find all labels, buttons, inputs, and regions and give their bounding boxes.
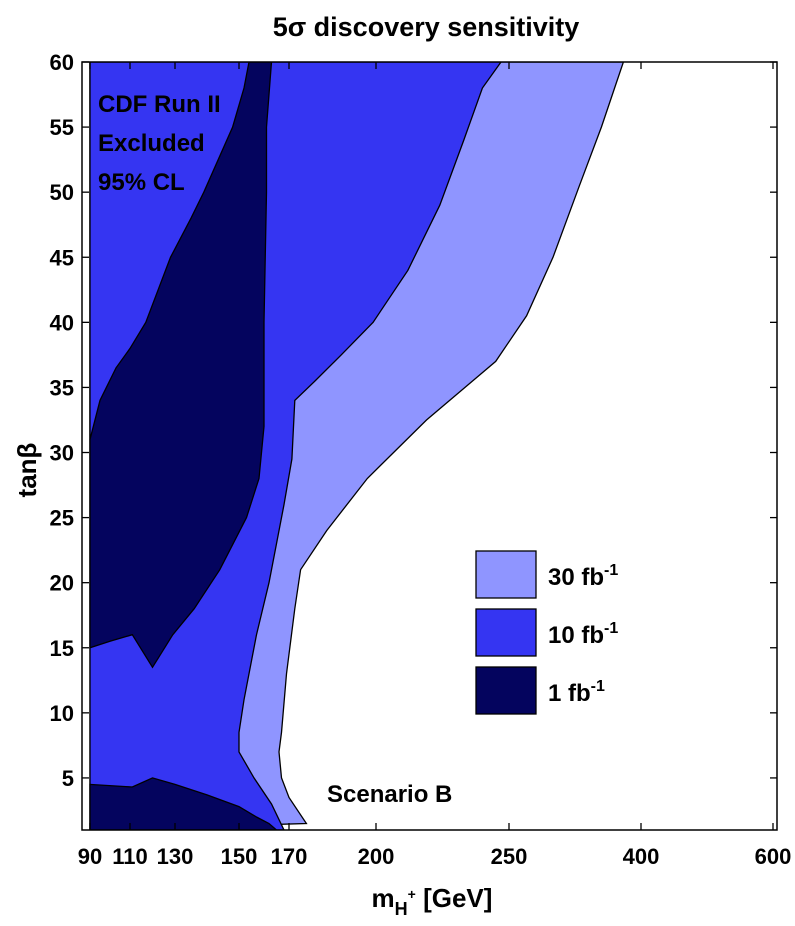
y-tick-label: 60 (50, 50, 74, 75)
excluded-region-label: CDF Run II Excluded 95% CL (98, 91, 221, 196)
legend-swatch (475, 608, 537, 657)
chart-title: 5σ discovery sensitivity (273, 12, 580, 42)
y-tick-label: 40 (50, 310, 74, 335)
y-tick-label: 10 (50, 701, 74, 726)
plot-regions (89, 62, 625, 830)
legend: 30 fb-1 10 fb-1 1 fb-1 (475, 550, 618, 715)
x-axis-label-unit: [GeV] (416, 883, 493, 913)
x-tick-label: 110 (112, 844, 148, 869)
y-tick-label: 5 (62, 766, 74, 791)
legend-label: 30 fb-1 (548, 562, 618, 591)
y-tick-label: 35 (50, 375, 74, 400)
scenario-annotation: Scenario B (327, 781, 452, 808)
y-tick-label: 25 (50, 506, 74, 531)
x-axis-ticks: 90 110 130 150 170 200 250 400 600 (78, 62, 792, 869)
legend-swatch (475, 666, 537, 715)
y-tick-label: 55 (50, 115, 74, 140)
y-tick-label: 30 (50, 441, 74, 466)
plot-frame (81, 61, 778, 831)
legend-swatch (475, 550, 537, 599)
y-axis-ticks: 5 10 15 20 25 30 35 40 45 50 55 60 (50, 50, 777, 791)
x-axis-label-sub: H (395, 899, 408, 919)
x-tick-label: 200 (358, 844, 395, 869)
y-tick-label: 50 (50, 180, 74, 205)
x-tick-label: 170 (271, 844, 308, 869)
x-tick-label: 600 (755, 844, 792, 869)
legend-label: 1 fb-1 (548, 678, 605, 707)
excluded-label-line: CDF Run II (98, 91, 221, 118)
region-1fb-lower (89, 777, 278, 830)
y-tick-label: 15 (50, 636, 74, 661)
x-tick-label: 90 (78, 844, 102, 869)
excluded-label-line: 95% CL (98, 169, 185, 196)
y-tick-label: 20 (50, 571, 74, 596)
x-tick-label: 400 (623, 844, 660, 869)
x-axis-label-sup: + (408, 886, 416, 902)
legend-label: 10 fb-1 (548, 620, 618, 649)
excluded-label-line: Excluded (98, 130, 205, 157)
y-axis-label: tanβ (12, 443, 42, 498)
x-tick-label: 250 (491, 844, 528, 869)
x-tick-label: 130 (157, 844, 194, 869)
x-tick-label: 150 (221, 844, 258, 869)
region-1fb-upper (89, 62, 273, 669)
x-axis-label-main: m (372, 883, 395, 913)
x-axis-label: mH+ [GeV] (372, 883, 493, 919)
y-tick-label: 45 (50, 245, 74, 270)
